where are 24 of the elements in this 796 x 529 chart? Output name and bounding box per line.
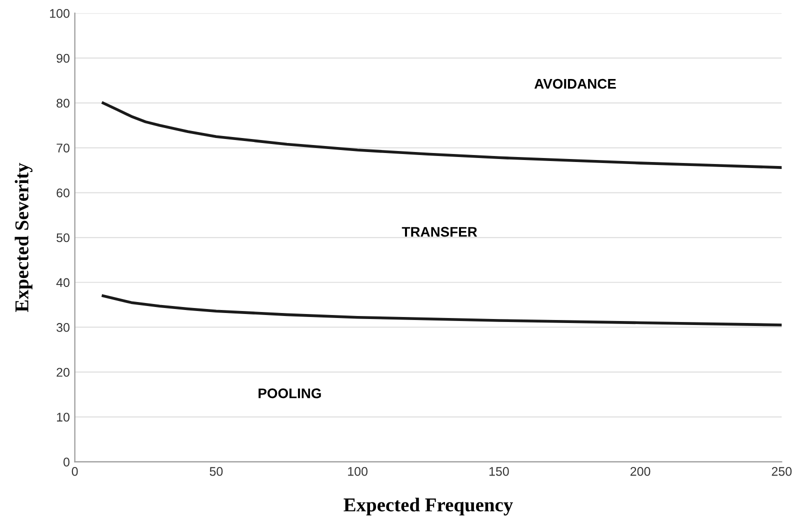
annotation: TRANSFER <box>402 226 478 237</box>
y-tick-label: 40 <box>56 278 70 288</box>
y-tick-label: 30 <box>56 323 70 332</box>
y-tick-label: 80 <box>56 98 70 108</box>
x-tick-label: 200 <box>630 467 650 476</box>
y-tick-label: 10 <box>57 412 70 422</box>
x-tick-label: 250 <box>772 467 792 476</box>
y-tick-label: 50 <box>56 233 70 242</box>
y-tick-label: 60 <box>56 188 70 198</box>
y-tick-label: 20 <box>56 368 70 377</box>
x-axis-title: Expected Frequency <box>344 498 513 516</box>
annotation: POOLING <box>258 388 321 398</box>
y-tick-label: 70 <box>56 144 70 152</box>
x-tick-label: 50 <box>210 467 223 476</box>
x-tick-label: 100 <box>348 467 368 476</box>
annotation: AVOIDANCE <box>534 78 616 89</box>
x-tick-label: 0 <box>72 467 78 476</box>
y-tick-label: 100 <box>50 9 70 18</box>
line-series <box>102 102 782 169</box>
x-tick-label: 150 <box>489 467 509 476</box>
y-axis-title: Expected Severity <box>14 162 32 312</box>
y-tick-label: 0 <box>64 458 70 466</box>
line-series <box>102 294 782 326</box>
y-tick-label: 90 <box>56 54 70 63</box>
